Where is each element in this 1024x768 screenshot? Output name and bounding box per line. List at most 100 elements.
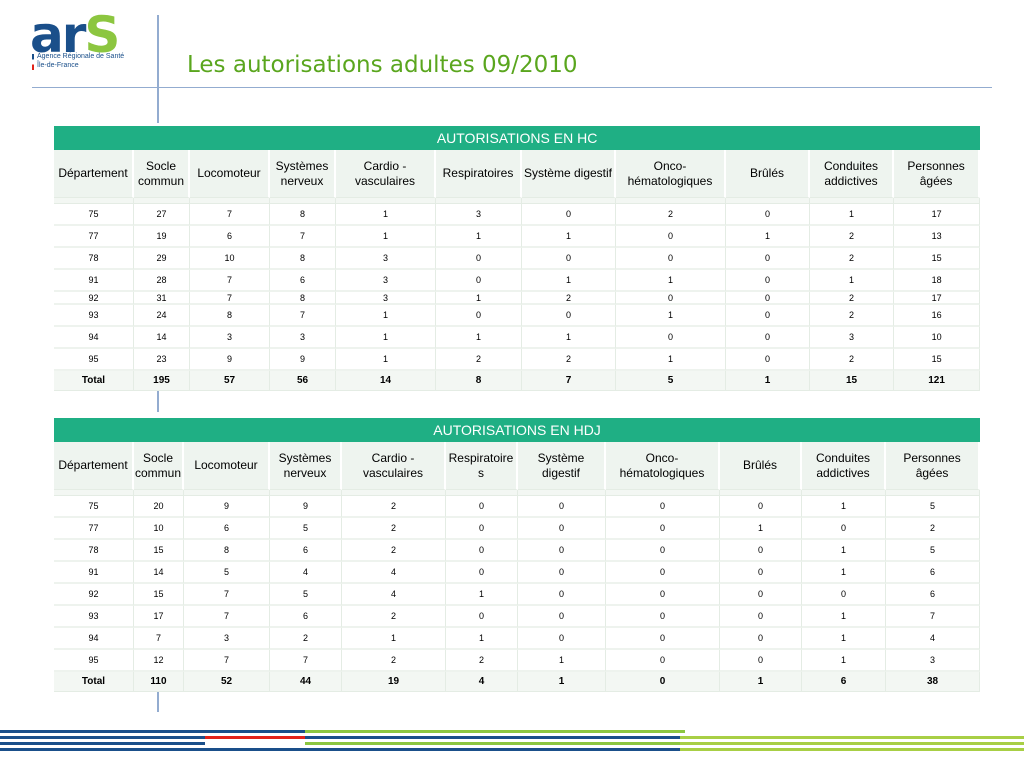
hc-cell-departement: 78 [54, 248, 134, 270]
footer-stripe-green-2 [305, 742, 685, 745]
hdj-cell-conduites-addictives: 1 [802, 540, 886, 562]
hc-cell-systemes-nerveux: 8 [270, 204, 336, 226]
hdj-table-row: 77 10 6 5 2 0 0 0 1 0 2 [54, 518, 981, 540]
hdj-cell-systeme-digestif: 1 [518, 650, 606, 672]
hc-cell-brules: 0 [726, 327, 810, 349]
hc-cell-personnes-agees: 15 [894, 349, 981, 371]
hdj-cell-conduites-addictives: 1 [802, 650, 886, 672]
hc-table-row: 94 14 3 3 1 1 1 0 0 3 10 [54, 327, 981, 349]
hdj-cell-onco-hematologiques: 0 [606, 518, 720, 540]
hdj-total-departement: Total [54, 672, 134, 692]
hc-cell-socle-commun: 27 [134, 204, 190, 226]
hdj-cell-brules: 0 [720, 496, 802, 518]
hdj-cell-onco-hematologiques: 0 [606, 584, 720, 606]
hc-cell-personnes-agees: 15 [894, 248, 981, 270]
hc-cell-respiratoires: 1 [436, 327, 522, 349]
hdj-table-row: 92 15 7 5 4 1 0 0 0 0 6 [54, 584, 981, 606]
hdj-cell-respiratoires: 0 [446, 540, 518, 562]
hc-cell-systemes-nerveux: 6 [270, 270, 336, 292]
hdj-cell-brules: 0 [720, 606, 802, 628]
hc-total-socle-commun: 195 [134, 371, 190, 391]
hdj-cell-respiratoires: 0 [446, 606, 518, 628]
hc-cell-departement: 93 [54, 305, 134, 327]
hc-cell-personnes-agees: 18 [894, 270, 981, 292]
hdj-header-onco-hematologiques: Onco-hématologiques [606, 442, 720, 490]
hdj-header-personnes-agees: Personnes âgées [886, 442, 981, 490]
hdj-cell-socle-commun: 15 [134, 540, 184, 562]
hdj-cell-cardio-vasculaires: 2 [342, 518, 446, 540]
hc-cell-systeme-digestif: 2 [522, 349, 616, 371]
hc-header-conduites-addictives: Conduites addictives [810, 150, 894, 198]
hc-cell-respiratoires: 1 [436, 292, 522, 305]
hdj-cell-personnes-agees: 2 [886, 518, 981, 540]
hc-table: AUTORISATIONS EN HC Département Socle com… [54, 126, 981, 391]
hc-cell-personnes-agees: 10 [894, 327, 981, 349]
hdj-cell-conduites-addictives: 1 [802, 496, 886, 518]
hdj-cell-socle-commun: 14 [134, 562, 184, 584]
hc-cell-respiratoires: 0 [436, 248, 522, 270]
hc-cell-personnes-agees: 16 [894, 305, 981, 327]
hc-cell-brules: 0 [726, 248, 810, 270]
hdj-cell-conduites-addictives: 1 [802, 628, 886, 650]
hdj-cell-departement: 77 [54, 518, 134, 540]
hc-cell-cardio-vasculaires: 1 [336, 327, 436, 349]
hc-header-personnes-agees: Personnes âgées [894, 150, 981, 198]
hdj-cell-departement: 92 [54, 584, 134, 606]
hc-cell-socle-commun: 31 [134, 292, 190, 305]
hc-header-systeme-digestif: Système digestif [522, 150, 616, 198]
hc-cell-respiratoires: 2 [436, 349, 522, 371]
hc-cell-respiratoires: 3 [436, 204, 522, 226]
hc-table-row: 77 19 6 7 1 1 1 0 1 2 13 [54, 226, 981, 248]
hc-cell-conduites-addictives: 2 [810, 305, 894, 327]
hdj-cell-departement: 93 [54, 606, 134, 628]
hc-cell-socle-commun: 28 [134, 270, 190, 292]
hdj-table-row: 78 15 8 6 2 0 0 0 0 1 5 [54, 540, 981, 562]
hdj-cell-socle-commun: 17 [134, 606, 184, 628]
hdj-cell-cardio-vasculaires: 2 [342, 606, 446, 628]
hc-cell-onco-hematologiques: 1 [616, 270, 726, 292]
hdj-cell-personnes-agees: 7 [886, 606, 981, 628]
hc-cell-conduites-addictives: 1 [810, 204, 894, 226]
hdj-total-personnes-agees: 38 [886, 672, 981, 692]
hdj-cell-locomoteur: 7 [184, 606, 270, 628]
logo-subtitle: Agence Régionale de Santé Île-de-France [37, 53, 125, 69]
hc-cell-systeme-digestif: 1 [522, 226, 616, 248]
hc-cell-onco-hematologiques: 1 [616, 349, 726, 371]
hdj-table-row: 93 17 7 6 2 0 0 0 0 1 7 [54, 606, 981, 628]
hdj-cell-onco-hematologiques: 0 [606, 650, 720, 672]
hdj-cell-respiratoires: 1 [446, 584, 518, 606]
hc-cell-systeme-digestif: 0 [522, 204, 616, 226]
hdj-cell-respiratoires: 1 [446, 628, 518, 650]
hc-cell-conduites-addictives: 2 [810, 292, 894, 305]
hdj-cell-brules: 0 [720, 562, 802, 584]
hc-total-onco-hematologiques: 5 [616, 371, 726, 391]
hc-cell-cardio-vasculaires: 3 [336, 292, 436, 305]
hc-cell-onco-hematologiques: 0 [616, 248, 726, 270]
hdj-cell-systemes-nerveux: 7 [270, 650, 342, 672]
hdj-header-cardio-vasculaires: Cardio -vasculaires [342, 442, 446, 490]
hc-total-brules: 1 [726, 371, 810, 391]
hdj-cell-personnes-agees: 3 [886, 650, 981, 672]
hdj-cell-onco-hematologiques: 0 [606, 562, 720, 584]
hdj-total-onco-hematologiques: 0 [606, 672, 720, 692]
hc-cell-locomoteur: 8 [190, 305, 270, 327]
hc-cell-conduites-addictives: 2 [810, 226, 894, 248]
hc-cell-brules: 0 [726, 204, 810, 226]
hc-header-socle-commun: Socle commun [134, 150, 190, 198]
hdj-cell-locomoteur: 8 [184, 540, 270, 562]
hdj-cell-departement: 75 [54, 496, 134, 518]
hdj-total-brules: 1 [720, 672, 802, 692]
hc-cell-systemes-nerveux: 9 [270, 349, 336, 371]
hdj-cell-systeme-digestif: 0 [518, 540, 606, 562]
hc-cell-socle-commun: 14 [134, 327, 190, 349]
hdj-cell-socle-commun: 15 [134, 584, 184, 606]
hdj-total-conduites-addictives: 6 [802, 672, 886, 692]
hdj-cell-personnes-agees: 5 [886, 540, 981, 562]
hc-cell-socle-commun: 24 [134, 305, 190, 327]
hc-cell-departement: 94 [54, 327, 134, 349]
hc-cell-personnes-agees: 17 [894, 204, 981, 226]
hdj-cell-cardio-vasculaires: 1 [342, 628, 446, 650]
hc-cell-onco-hematologiques: 0 [616, 226, 726, 248]
hdj-table-row: 95 12 7 7 2 2 1 0 0 1 3 [54, 650, 981, 672]
hc-cell-systemes-nerveux: 7 [270, 305, 336, 327]
